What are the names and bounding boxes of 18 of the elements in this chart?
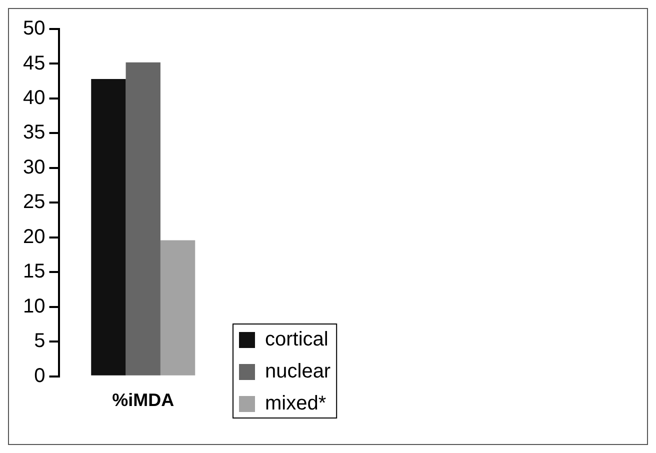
x-tick-label: %iMDA bbox=[112, 390, 174, 410]
legend-label: cortical bbox=[265, 328, 328, 351]
y-tick-label: 35 bbox=[22, 122, 46, 144]
y-tick-label: 5 bbox=[34, 330, 46, 352]
y-tick-label: 20 bbox=[22, 226, 46, 248]
y-tick-label: 10 bbox=[22, 295, 46, 318]
y-tick-label: 30 bbox=[22, 156, 46, 178]
y-tick-label: 0 bbox=[34, 364, 46, 387]
bar bbox=[91, 79, 126, 376]
bar bbox=[126, 62, 160, 376]
bar bbox=[160, 240, 196, 376]
legend-label: mixed* bbox=[265, 392, 326, 415]
y-tick-label: 15 bbox=[22, 260, 46, 283]
legend-label: nuclear bbox=[265, 360, 331, 383]
y-tick-label: 40 bbox=[22, 86, 46, 109]
y-tick-label: 45 bbox=[22, 52, 46, 74]
y-tick-label: 50 bbox=[22, 18, 46, 40]
y-tick-label: 25 bbox=[22, 191, 46, 214]
